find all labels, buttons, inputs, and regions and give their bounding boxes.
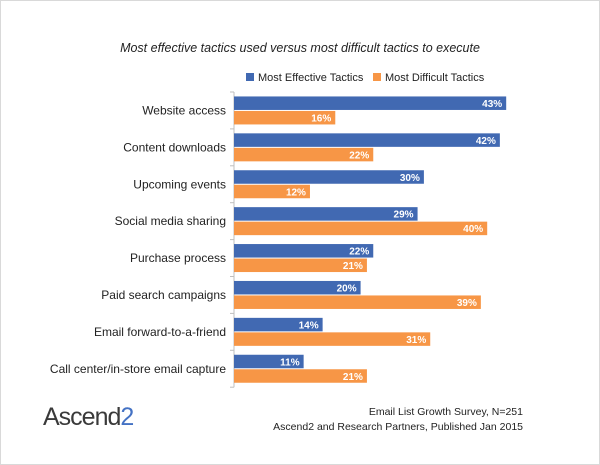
category-label: Paid search campaigns xyxy=(101,288,226,302)
data-label: 40% xyxy=(463,224,483,235)
category-label: Email forward-to-a-friend xyxy=(94,325,226,339)
source-line-2: Ascend2 and Research Partners, Published… xyxy=(273,421,523,433)
bar xyxy=(234,147,374,162)
logo-accent: 2 xyxy=(120,403,134,431)
legend-swatch xyxy=(373,73,381,81)
data-label: 11% xyxy=(280,357,300,368)
data-label: 43% xyxy=(482,99,502,110)
data-label: 30% xyxy=(400,173,420,184)
bar xyxy=(234,244,374,258)
bar xyxy=(234,295,481,309)
logo-text: Ascend xyxy=(43,403,121,431)
bar xyxy=(234,184,310,199)
bar xyxy=(234,258,367,273)
data-label: 21% xyxy=(343,261,363,272)
category-label: Content downloads xyxy=(123,140,226,154)
bar xyxy=(234,280,361,295)
category-label: Upcoming events xyxy=(133,177,226,191)
bar xyxy=(234,317,323,332)
data-label: 22% xyxy=(349,150,369,161)
data-label: 22% xyxy=(349,247,369,258)
data-label: 31% xyxy=(406,335,426,346)
bar xyxy=(234,133,500,147)
bar xyxy=(234,354,304,369)
bar xyxy=(234,369,367,383)
data-label: 20% xyxy=(337,283,357,294)
data-label: 14% xyxy=(299,320,319,331)
category-label: Call center/in-store email capture xyxy=(50,362,226,376)
data-label: 12% xyxy=(286,187,306,198)
bar xyxy=(234,332,431,346)
data-label: 42% xyxy=(476,136,496,147)
source-line-1: Email List Growth Survey, N=251 xyxy=(368,406,523,418)
source-note: Email List Growth Survey, N=251 Ascend2 … xyxy=(273,405,523,435)
legend-label: Most Difficult Tactics xyxy=(385,72,485,84)
ascend2-logo: Ascend2 xyxy=(43,403,134,432)
bar xyxy=(234,221,488,236)
chart-title: Most effective tactics used versus most … xyxy=(120,41,480,55)
category-label: Purchase process xyxy=(130,251,226,265)
data-label: 29% xyxy=(394,210,414,221)
bar xyxy=(234,110,336,125)
category-label: Social media sharing xyxy=(115,214,226,228)
bar xyxy=(234,207,418,221)
data-label: 39% xyxy=(457,298,477,309)
legend-label: Most Effective Tactics xyxy=(258,72,364,84)
data-label: 21% xyxy=(343,372,363,383)
bar-chart: Most Effective Tactics Most Difficult Tac… xyxy=(50,72,507,388)
bar xyxy=(234,170,424,184)
data-label: 16% xyxy=(311,113,331,124)
category-label: Website access xyxy=(142,103,226,117)
legend-swatch xyxy=(246,73,254,81)
bar xyxy=(234,96,507,110)
